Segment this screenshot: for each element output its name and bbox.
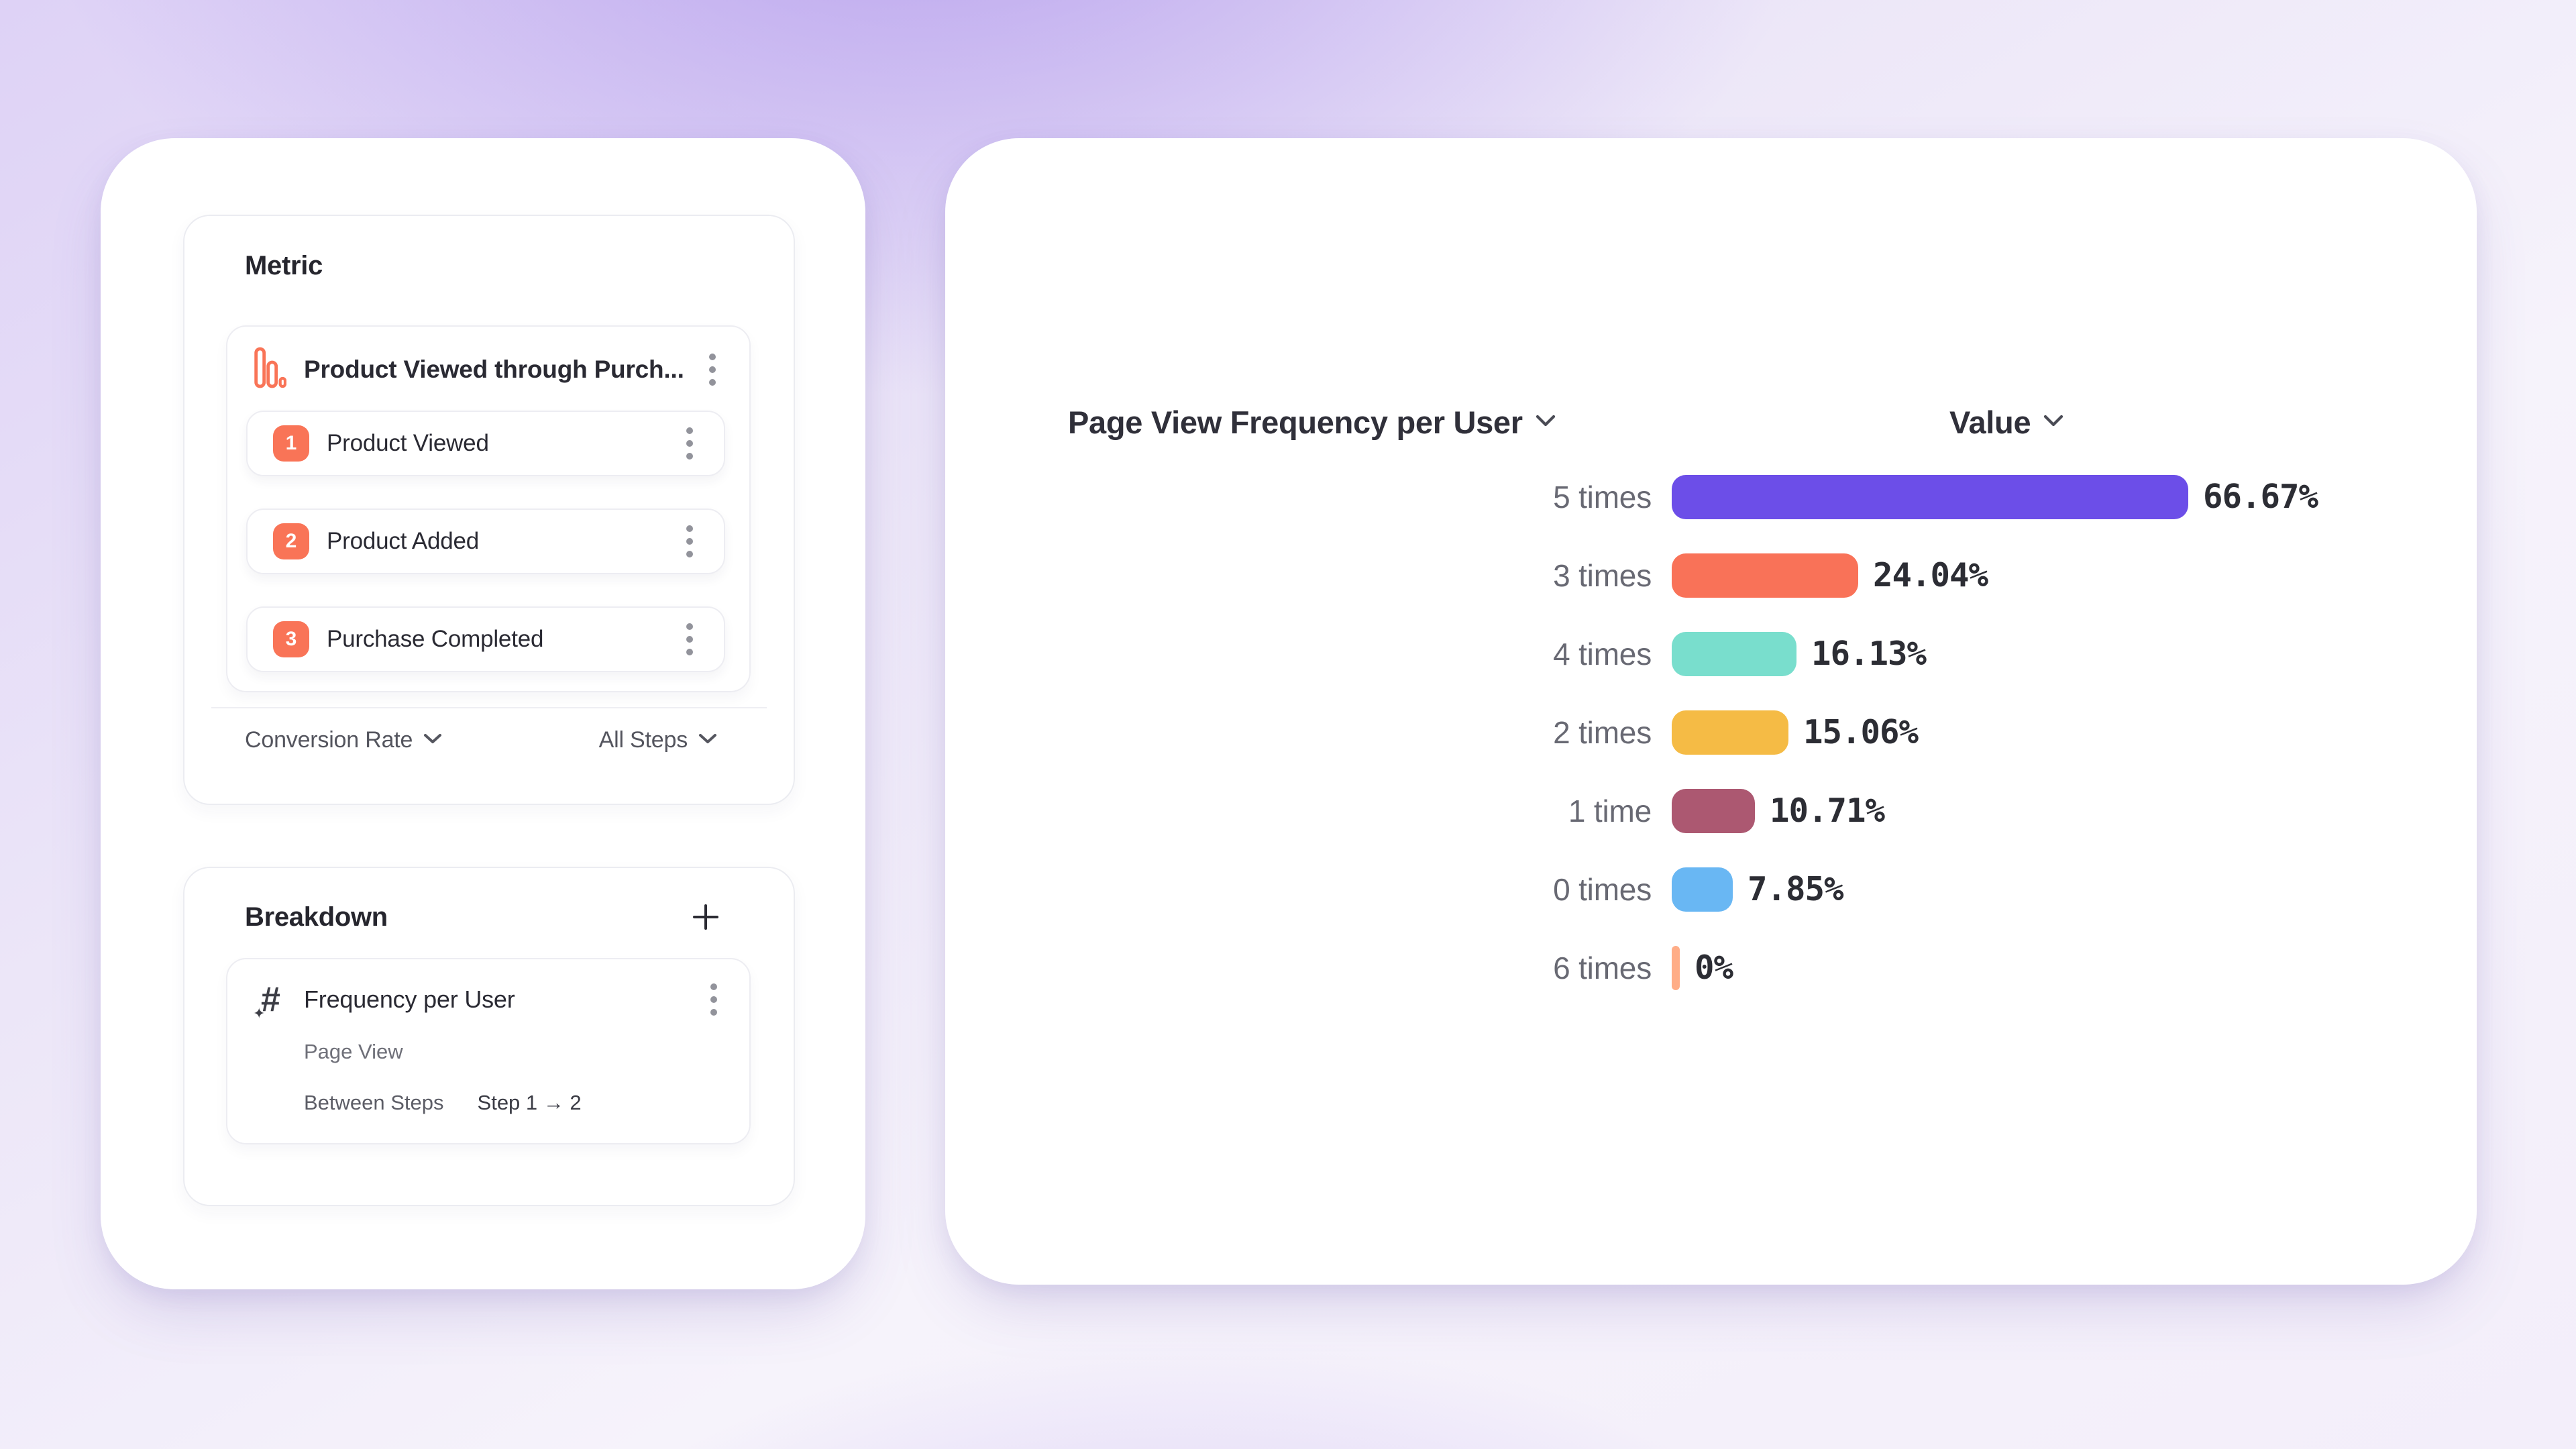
kebab-menu-icon[interactable] [681, 423, 698, 464]
chart-row: 4 times 16.13% [945, 614, 2477, 693]
kebab-menu-icon[interactable] [681, 521, 698, 561]
step-event-label: Purchase Completed [327, 626, 544, 652]
hash-property-icon: # ✦ [253, 980, 280, 1022]
chart-panel: Page View Frequency per User Value 5 tim… [945, 138, 2477, 1285]
chevron-down-icon [1535, 414, 1556, 431]
breakdown-scope-label: Between Steps [304, 1091, 444, 1114]
all-steps-label: All Steps [598, 727, 688, 753]
value-header-dropdown[interactable]: Value [1949, 404, 2064, 441]
chart-header: Page View Frequency per User Value [945, 404, 2477, 444]
chart-row: 6 times 0% [945, 928, 2477, 1007]
bar-value-label: 66.67% [2203, 478, 2318, 516]
funnel-step[interactable]: 1 Product Viewed [246, 411, 725, 476]
bar-value-label: 7.85% [1748, 870, 1844, 908]
breakdown-item[interactable]: # ✦ Frequency per User Page View Between… [226, 958, 751, 1144]
chart-row: 0 times 7.85% [945, 850, 2477, 928]
funnel-metric-name: Product Viewed through Purch... [304, 355, 684, 383]
conversion-rate-label: Conversion Rate [245, 727, 413, 753]
bar-category-label: 6 times [1553, 950, 1652, 985]
breakdown-event-name: Page View [304, 1040, 403, 1063]
bar-track: 16.13% [1672, 631, 2447, 676]
series-header-label: Page View Frequency per User [1068, 405, 1523, 440]
bar-category-label: 0 times [1553, 871, 1652, 907]
kebab-menu-icon[interactable] [681, 619, 698, 659]
chart-row: 1 time 10.71% [945, 771, 2477, 850]
chevron-down-icon [698, 733, 717, 748]
step-event-label: Product Added [327, 528, 480, 554]
bar-track: 7.85% [1672, 867, 2447, 912]
bar-category-label: 2 times [1553, 714, 1652, 750]
metric-card-title: Metric [245, 251, 323, 280]
bar-value-label: 0% [1695, 949, 1733, 987]
chart-row: 2 times 15.06% [945, 693, 2477, 771]
bar-category-label: 1 time [1568, 793, 1652, 828]
value-header-label: Value [1949, 405, 2031, 440]
series-header-dropdown[interactable]: Page View Frequency per User [1068, 404, 1556, 441]
funnel-metric-container: Product Viewed through Purch... 1 Product… [226, 325, 751, 692]
chart-row: 5 times 66.67% [945, 458, 2477, 536]
query-builder-panel: Metric Product Viewed through Purch... 1… [101, 138, 865, 1289]
step-number-badge: 2 [273, 523, 309, 559]
kebab-menu-icon[interactable] [704, 350, 721, 390]
bar-value-label: 24.04% [1873, 556, 1988, 594]
breakdown-card: Breakdown # ✦ Frequency per User Page Vi… [183, 867, 795, 1206]
funnel-step[interactable]: 2 Product Added [246, 508, 725, 574]
chevron-down-icon [2043, 414, 2064, 431]
chart-row: 3 times 24.04% [945, 536, 2477, 614]
bar-value-label: 16.13% [1811, 635, 1927, 673]
funnel-steps-list: 1 Product Viewed 2 Product Added 3 Purchase C… [227, 407, 749, 691]
bar[interactable] [1672, 945, 1680, 990]
bar-track: 0% [1672, 945, 2447, 990]
kebab-menu-icon[interactable] [705, 979, 722, 1020]
conversion-rate-dropdown[interactable]: Conversion Rate [245, 727, 442, 753]
step-number-badge: 3 [273, 621, 309, 657]
bar-track: 66.67% [1672, 474, 2447, 519]
metric-footer: Conversion Rate All Steps [184, 708, 794, 753]
divider [211, 707, 767, 708]
breakdown-scope-value: Step 1 → 2 [477, 1091, 582, 1114]
bar[interactable] [1672, 710, 1788, 755]
step-event-label: Product Viewed [327, 430, 489, 456]
bar-value-label: 15.06% [1803, 713, 1919, 751]
funnel-bars-icon [254, 347, 287, 392]
bar-chart: 5 times 66.67% 3 times 24.04% 4 times 16.13% 2… [945, 458, 2477, 1007]
bar[interactable] [1672, 474, 2188, 519]
bar-track: 24.04% [1672, 553, 2447, 598]
bar-track: 10.71% [1672, 788, 2447, 833]
metric-card: Metric Product Viewed through Purch... 1… [183, 215, 795, 805]
funnel-step[interactable]: 3 Purchase Completed [246, 606, 725, 672]
breakdown-property-name: Frequency per User [304, 985, 515, 1013]
bar-category-label: 4 times [1553, 636, 1652, 672]
step-number-badge: 1 [273, 425, 309, 462]
bar-category-label: 3 times [1553, 557, 1652, 593]
bar[interactable] [1672, 553, 1858, 598]
bar[interactable] [1672, 867, 1733, 912]
bar[interactable] [1672, 788, 1755, 833]
funnel-metric-row[interactable]: Product Viewed through Purch... [227, 327, 749, 407]
bar-category-label: 5 times [1553, 479, 1652, 515]
breakdown-card-title: Breakdown [245, 902, 388, 932]
bar-track: 15.06% [1672, 710, 2447, 755]
add-breakdown-button plus-icon[interactable] [690, 902, 721, 932]
chevron-down-icon [423, 733, 442, 748]
bar-value-label: 10.71% [1770, 792, 1885, 830]
bar[interactable] [1672, 631, 1796, 676]
all-steps-dropdown[interactable]: All Steps [599, 727, 717, 753]
